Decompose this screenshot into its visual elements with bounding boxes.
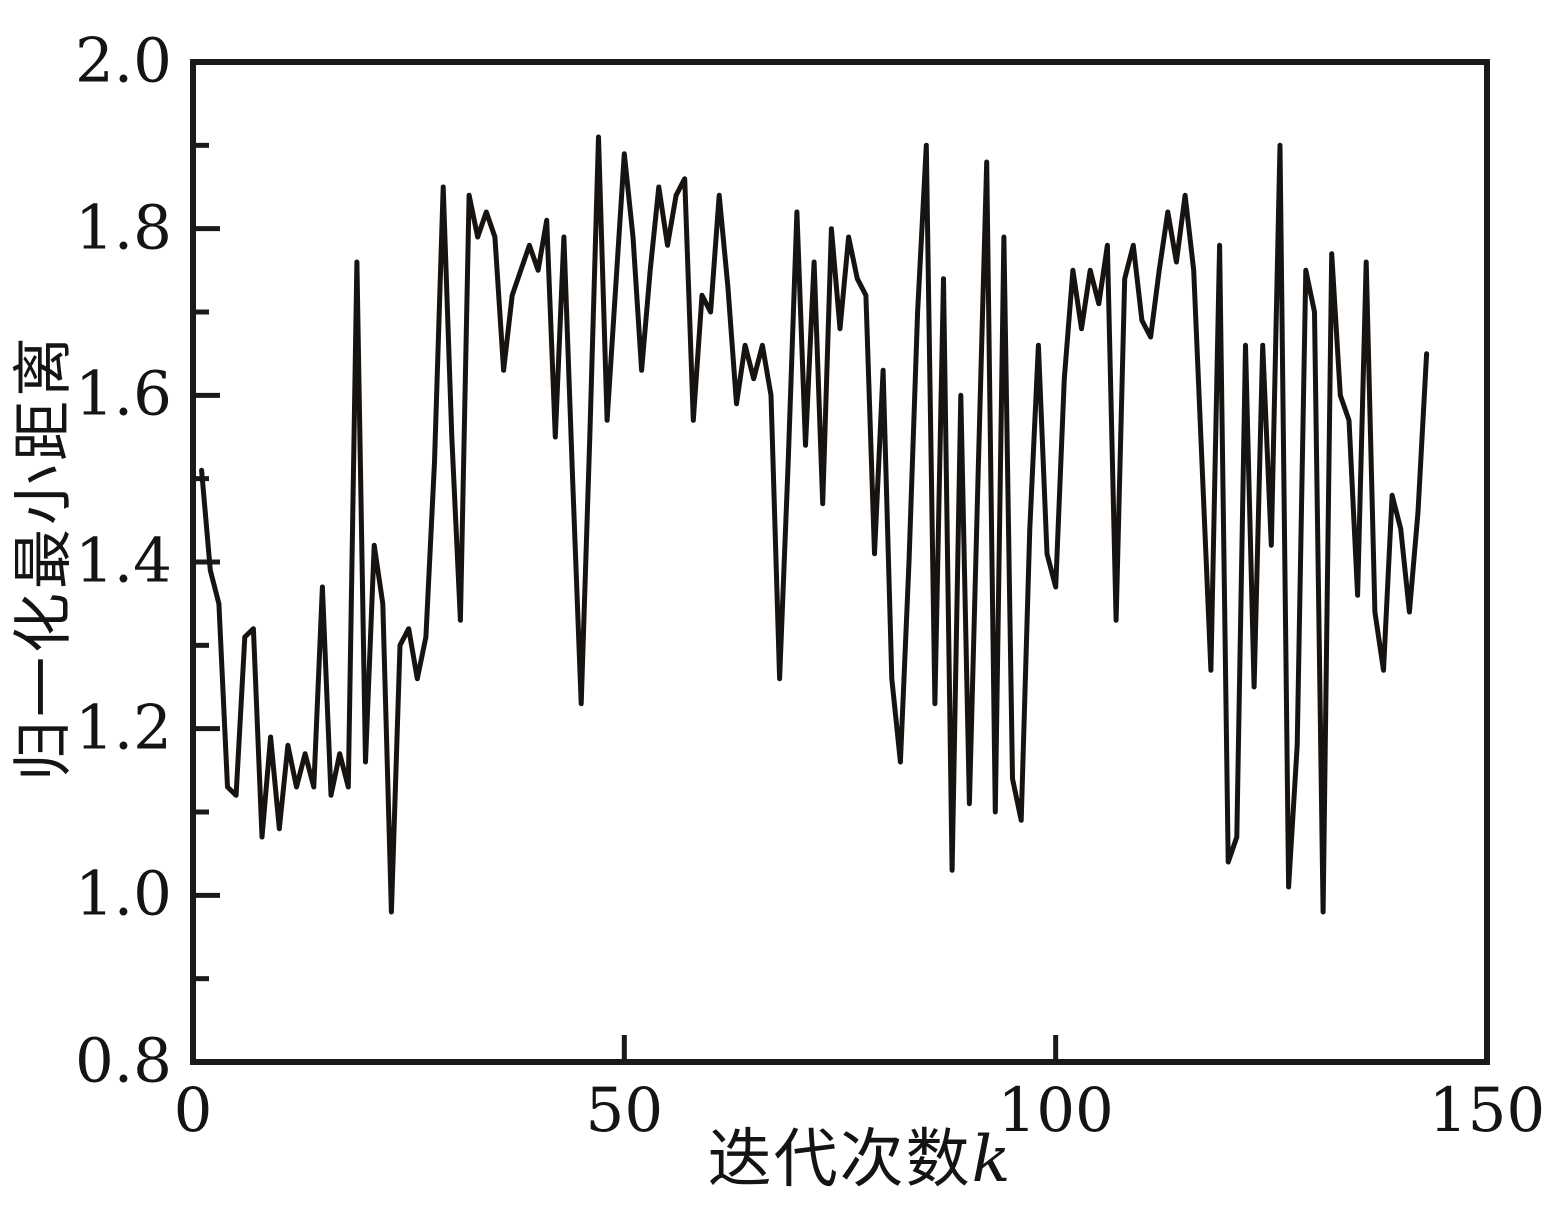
x-tick-label: 150 bbox=[1428, 1075, 1546, 1146]
data-line bbox=[199, 134, 1430, 915]
y-tick-label: 1.8 bbox=[74, 191, 172, 263]
y-tick-label: 2.0 bbox=[74, 25, 172, 97]
y-tick-label: 1.2 bbox=[74, 691, 172, 763]
x-axis-title-text: 迭代次数 bbox=[707, 1123, 972, 1197]
x-axis-title: 迭代次数k bbox=[708, 1128, 1013, 1192]
y-tick-label: 1.4 bbox=[74, 525, 172, 597]
y-tick-label: 0.8 bbox=[74, 1025, 172, 1097]
y-tick-label: 1.6 bbox=[74, 358, 172, 430]
axis-ticks bbox=[190, 59, 1490, 1065]
x-tick-label: 0 bbox=[173, 1075, 213, 1146]
plot-border bbox=[190, 59, 1490, 1065]
y-axis-title: 归一化最小距离 bbox=[9, 333, 79, 781]
x-tick-label: 50 bbox=[585, 1075, 664, 1146]
x-axis-title-variable: k bbox=[971, 1123, 1013, 1197]
x-tick-label: 100 bbox=[997, 1075, 1114, 1146]
y-tick-label: 1.0 bbox=[74, 858, 172, 930]
